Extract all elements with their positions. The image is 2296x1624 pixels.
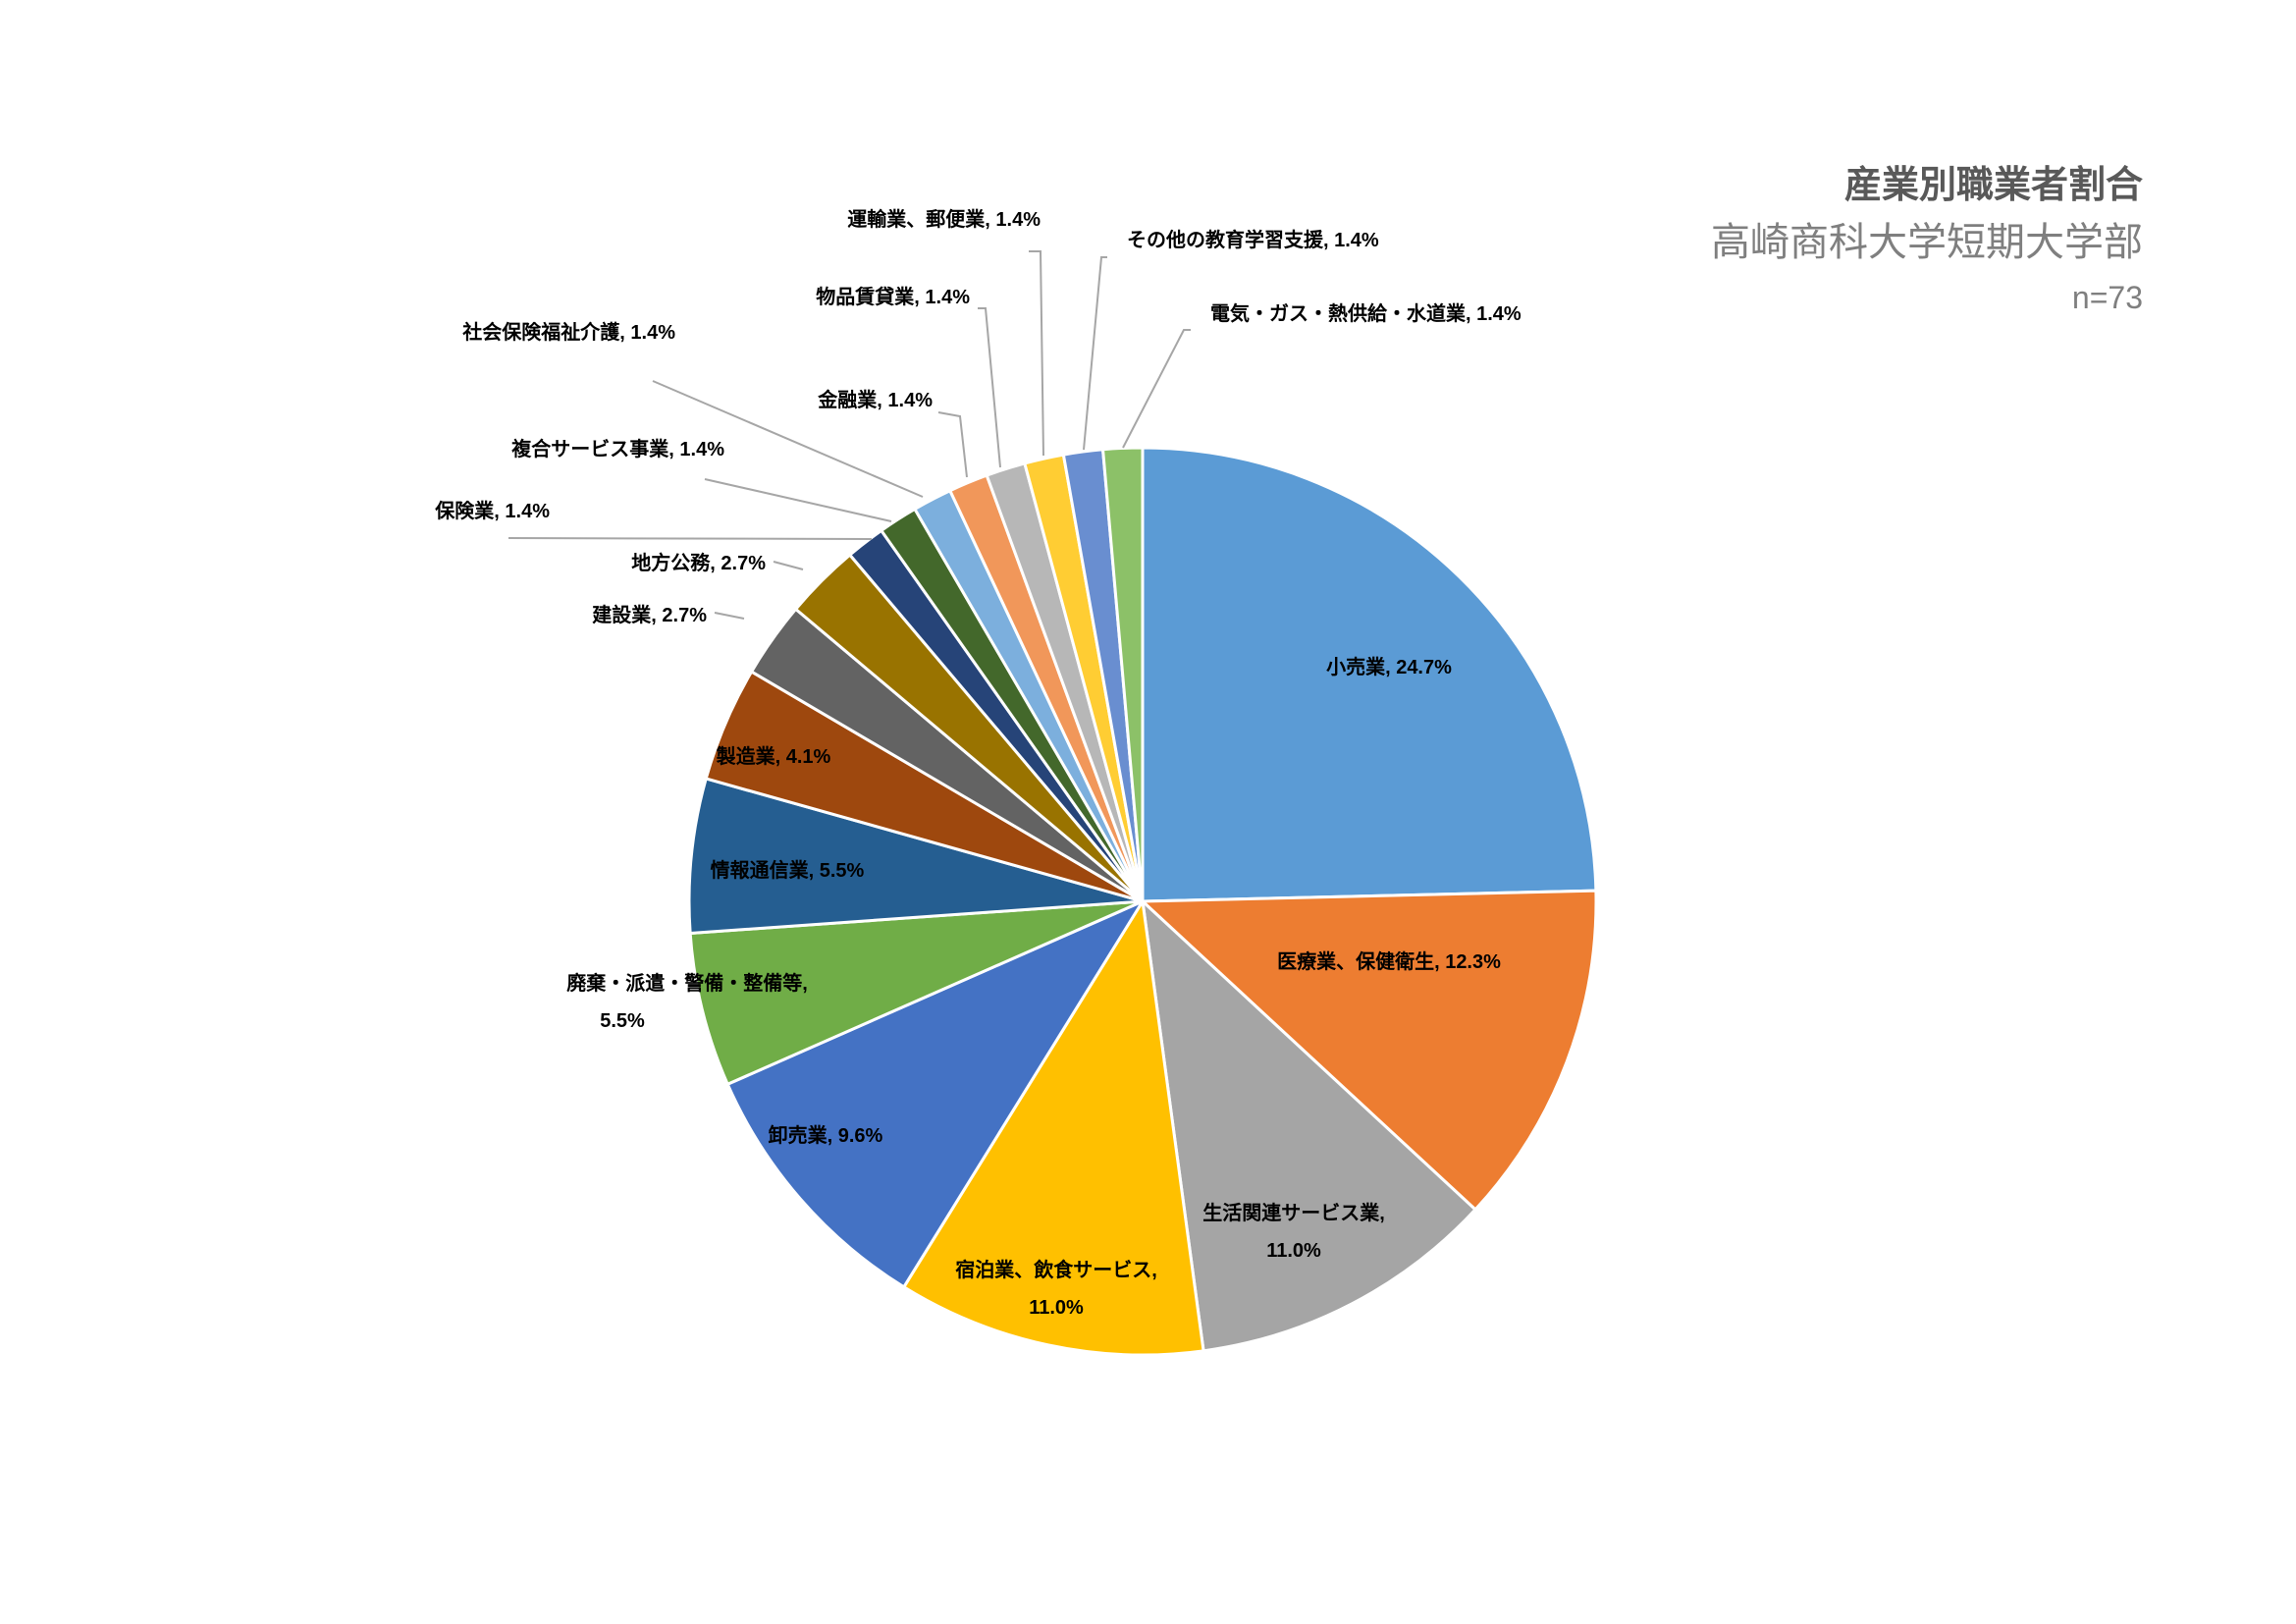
pie-slice: [725, 899, 1145, 1289]
pie-slice: [1101, 446, 1145, 903]
pie-labels: 小売業, 24.7% 医療業、保健衛生, 12.3% 生活関連サービス業, 11.0%…: [434, 207, 1522, 1319]
pie-data-label: 卸売業, 9.6%: [769, 1123, 883, 1147]
pie-slice: [688, 899, 1145, 1086]
leader-line: [1122, 329, 1191, 449]
pie-data-label: 廃棄・派遣・警備・整備等, 5.5%: [566, 971, 808, 1032]
pie-data-label: 複合サービス事業, 1.4%: [511, 437, 724, 460]
leader-line: [937, 411, 968, 478]
leader-line: [507, 537, 873, 540]
leader-line: [978, 307, 1001, 468]
pie-slice: [1141, 889, 1598, 1212]
leader-line: [714, 612, 745, 620]
pie-data-label: 医療業、保健衛生, 12.3%: [1277, 949, 1501, 973]
pie-data-label: 社会保険福祉介護, 1.4%: [461, 320, 675, 344]
leader-line: [1029, 250, 1044, 457]
leader-line: [1083, 256, 1107, 451]
sample-size-note: n=73: [2071, 280, 2143, 315]
pie-data-label: その他の教育学習支援, 1.4%: [1127, 228, 1379, 251]
pie-slices: [687, 446, 1598, 1357]
pie-slice: [902, 899, 1205, 1357]
pie-data-label: 保険業, 1.4%: [434, 499, 550, 522]
leader-line: [773, 561, 804, 570]
title-block: 産業別職業者割合 高崎商科大学短期大学部 n=73: [1711, 157, 2143, 324]
pie-data-label: 運輸業、郵便業, 1.4%: [847, 207, 1041, 231]
pie-slice: [687, 777, 1145, 936]
leader-line: [704, 478, 892, 522]
chart-title: 産業別職業者割合: [1843, 165, 2143, 206]
pie-data-label: 小売業, 24.7%: [1326, 655, 1452, 678]
pie-data-label: 金融業, 1.4%: [817, 388, 933, 411]
pie-data-label: 物品賃貸業, 1.4%: [816, 285, 970, 308]
pie-data-label: 製造業, 4.1%: [717, 744, 831, 768]
leader-line: [652, 380, 924, 498]
pie-data-label: 地方公務, 2.7%: [631, 551, 766, 574]
pie-data-label: 情報通信業, 5.5%: [711, 858, 865, 882]
pie-data-label: 生活関連サービス業, 11.0%: [1202, 1201, 1385, 1262]
chart-subtitle: 高崎商科大学短期大学部: [1711, 221, 2143, 264]
pie-data-label: 宿泊業、飲食サービス, 11.0%: [955, 1258, 1157, 1319]
pie-data-label: 電気・ガス・熱供給・水道業, 1.4%: [1210, 301, 1522, 325]
pie-data-label: 建設業, 2.7%: [592, 603, 707, 626]
pie-slice: [1141, 899, 1477, 1353]
pie-slice: [1141, 446, 1598, 903]
